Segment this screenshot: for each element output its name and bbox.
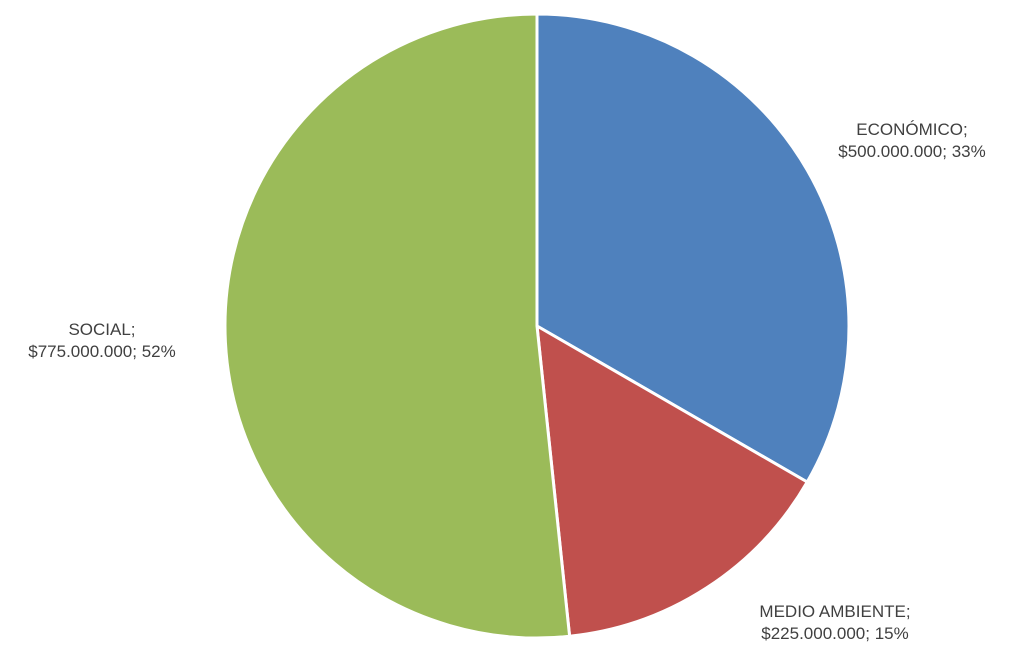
pie-data-labels: ECONÓMICO; $500.000.000; 33% MEDIO AMBIENT… bbox=[28, 120, 985, 643]
pie-data-label: SOCIAL; $775.000.000; 52% bbox=[28, 320, 175, 361]
pie-data-label-category: MEDIO AMBIENTE; bbox=[759, 602, 910, 621]
pie-slices bbox=[223, 12, 851, 640]
pie-data-label-category: ECONÓMICO; bbox=[856, 120, 967, 139]
pie-data-label-value: $775.000.000; 52% bbox=[28, 342, 175, 361]
pie-data-label: ECONÓMICO; $500.000.000; 33% bbox=[838, 120, 985, 161]
pie-data-label-value: $500.000.000; 33% bbox=[838, 142, 985, 161]
pie-data-label: MEDIO AMBIENTE; $225.000.000; 15% bbox=[759, 602, 910, 643]
pie-slice-medio-ambiente bbox=[535, 323, 810, 638]
pie-slice-social bbox=[223, 12, 572, 640]
pie-data-label-value: $225.000.000; 15% bbox=[761, 624, 908, 643]
pie-data-label-category: SOCIAL; bbox=[68, 320, 135, 339]
pie-slice-econ-mico bbox=[535, 12, 851, 485]
